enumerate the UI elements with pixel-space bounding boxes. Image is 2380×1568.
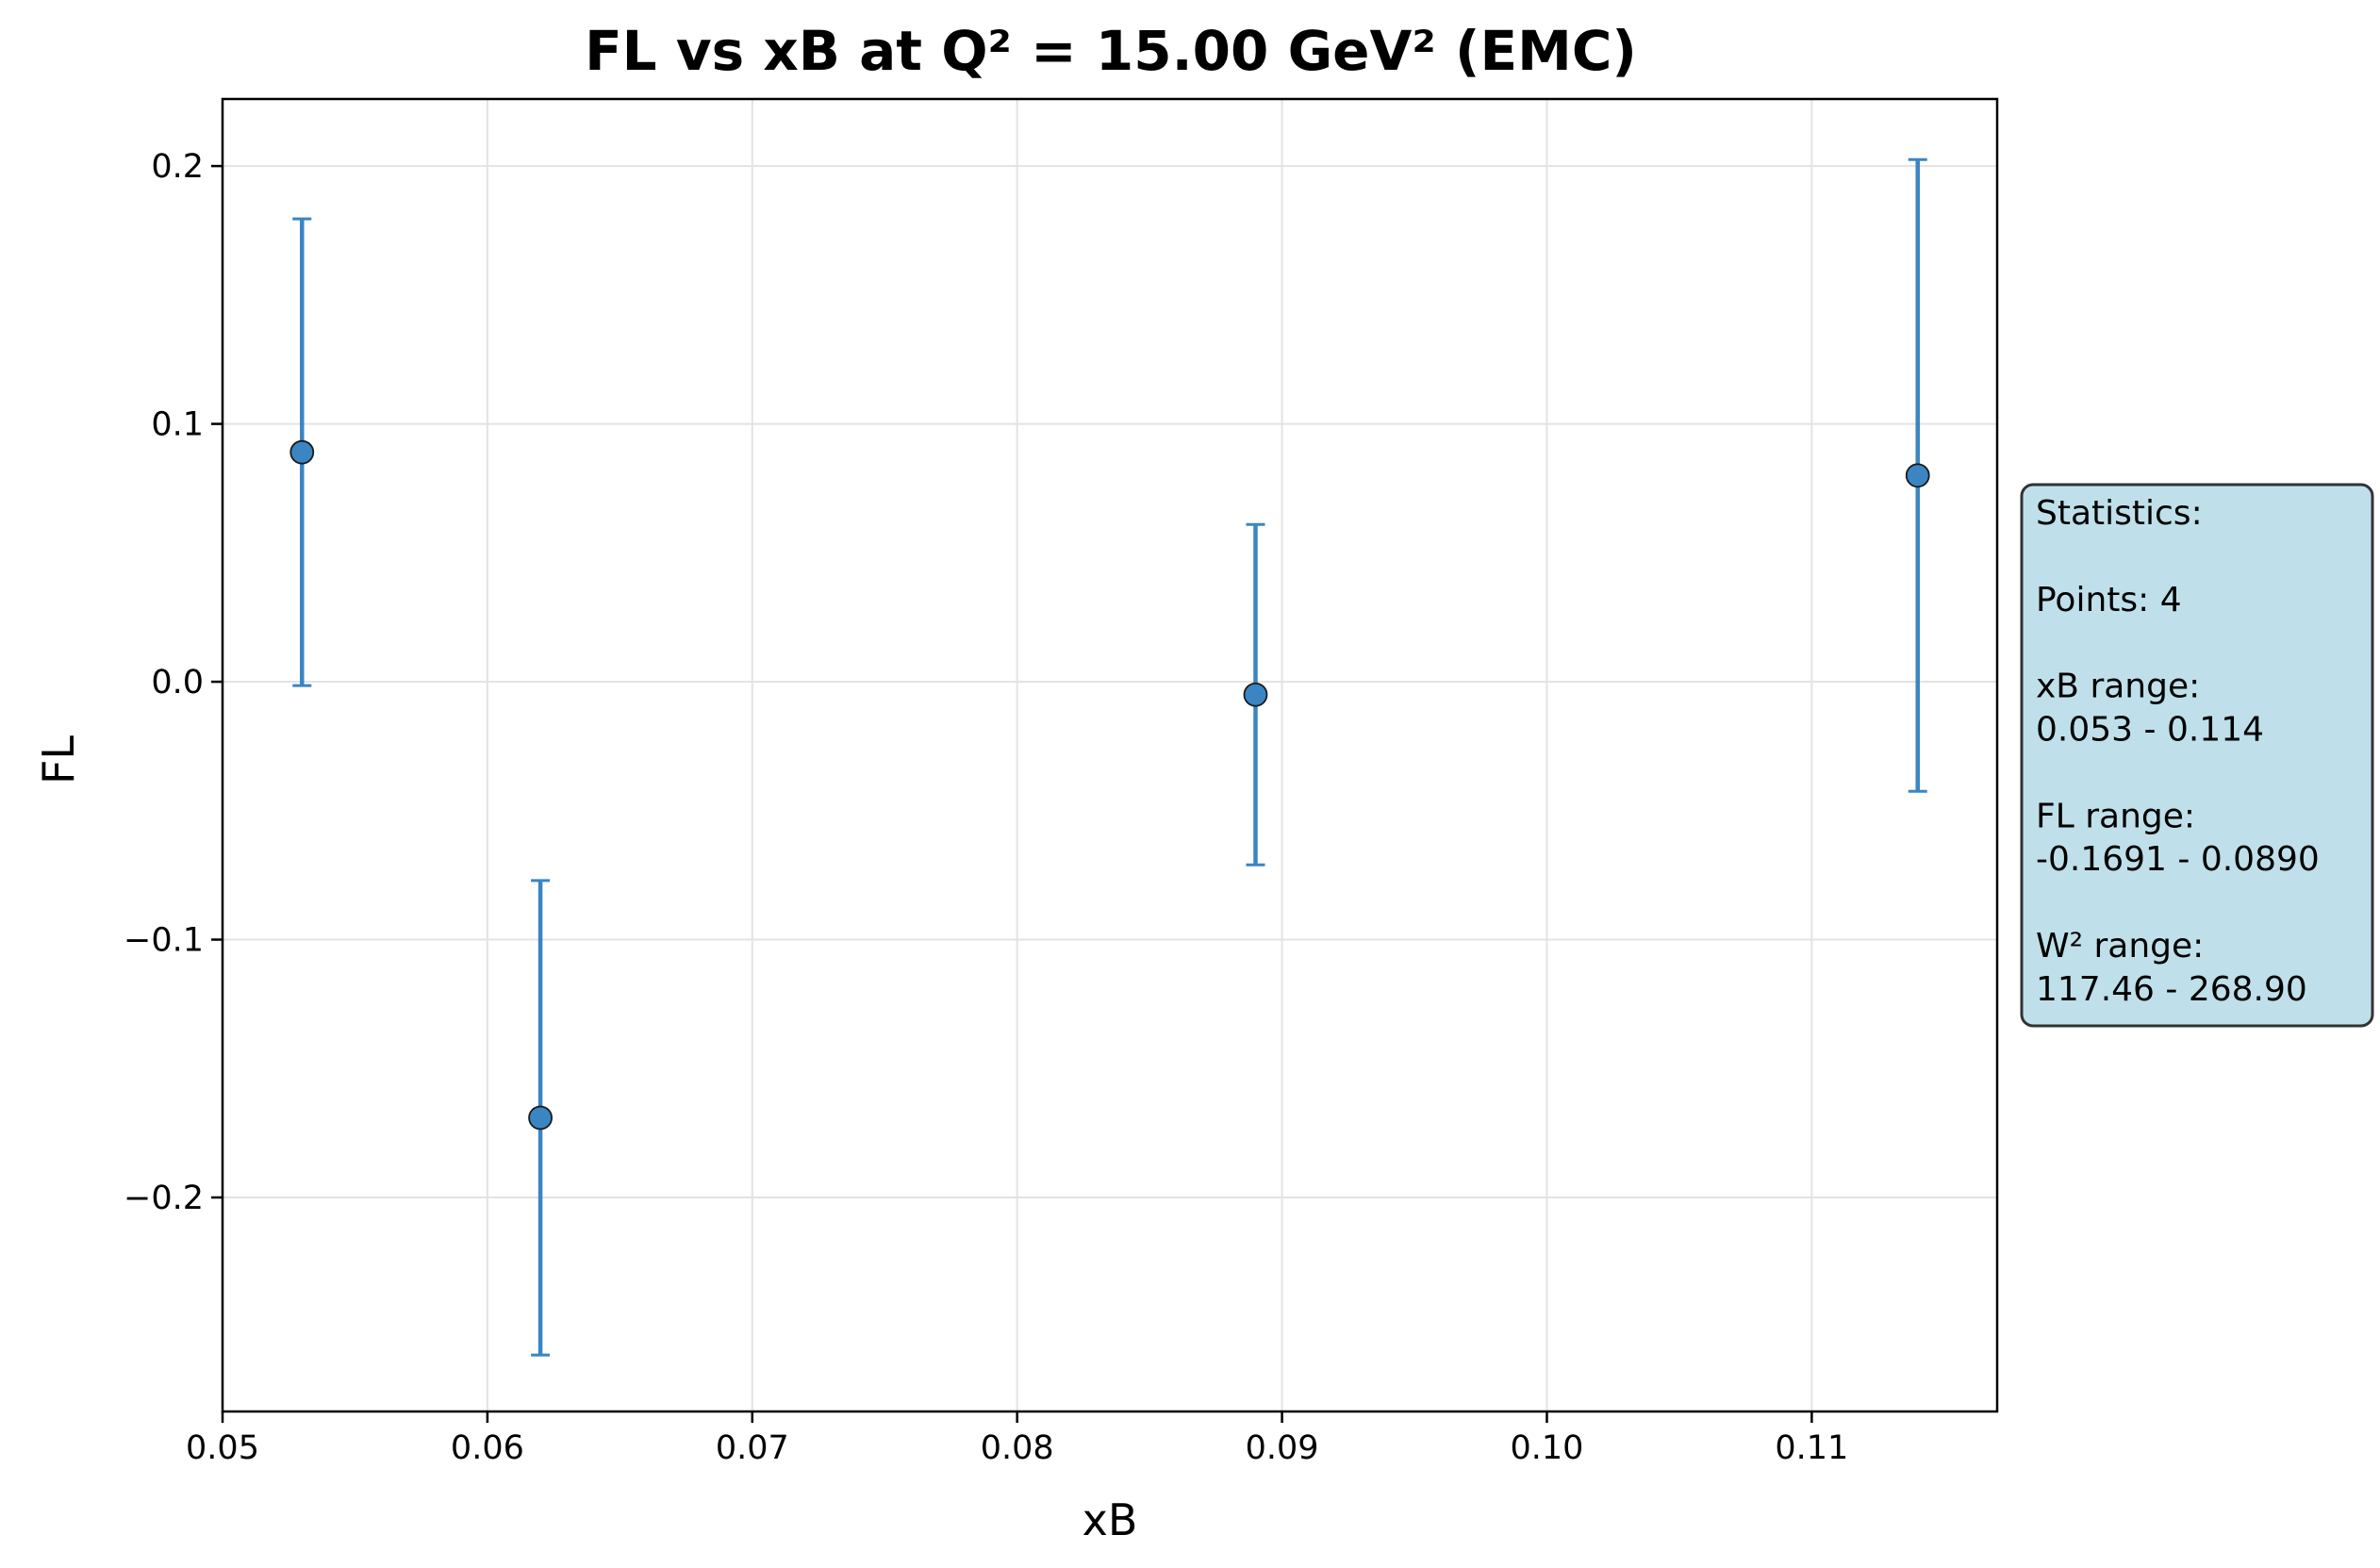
y-axis-label: FL bbox=[33, 735, 84, 784]
stats-line: xB range: bbox=[2036, 668, 2200, 706]
y-tick-label: 0.2 bbox=[151, 148, 204, 186]
plot-frame bbox=[221, 97, 1999, 1413]
data-point bbox=[528, 1105, 553, 1131]
data-point bbox=[1905, 463, 1930, 488]
stats-line: 117.46 - 268.90 bbox=[2036, 970, 2307, 1009]
stats-line: -0.1691 - 0.0890 bbox=[2036, 840, 2320, 879]
stats-line: FL range: bbox=[2036, 797, 2195, 835]
stats-line: Points: 4 bbox=[2036, 581, 2182, 619]
stats-line: 0.053 - 0.114 bbox=[2036, 711, 2264, 750]
x-tick-label: 0.09 bbox=[1246, 1429, 1319, 1467]
y-tick-label: 0.1 bbox=[151, 406, 204, 444]
y-tick-label: −0.1 bbox=[124, 922, 204, 960]
stats-line: Statistics: bbox=[2036, 494, 2203, 533]
stats-box: Statistics: Points: 4 xB range: 0.053 - 0.1… bbox=[2020, 483, 2374, 1028]
x-tick-label: 0.06 bbox=[451, 1429, 524, 1467]
x-tick-label: 0.07 bbox=[716, 1429, 789, 1467]
grid-layer bbox=[222, 99, 1997, 1411]
data-point bbox=[1243, 682, 1268, 707]
x-tick-label: 0.05 bbox=[186, 1429, 259, 1467]
x-tick-label: 0.10 bbox=[1511, 1429, 1584, 1467]
x-tick-label: 0.11 bbox=[1775, 1429, 1848, 1467]
y-tick-label: −0.2 bbox=[124, 1180, 204, 1217]
stats-line: W² range: bbox=[2036, 927, 2204, 966]
stats-box-background bbox=[2020, 483, 2374, 1028]
data-layer bbox=[289, 157, 1930, 1357]
tick-layer: 0.05 0.06 0.07 0.08 0.09 0.10 0.11 −0.2 −0.1 0.0 0… bbox=[124, 148, 1848, 1467]
chart-title: FL vs xB at Q² = 15.00 GeV² (EMC) bbox=[585, 19, 1637, 83]
x-tick-label: 0.08 bbox=[981, 1429, 1054, 1467]
stats-box-text: Statistics: Points: 4 xB range: 0.053 - 0.1… bbox=[2036, 494, 2320, 1009]
data-point bbox=[289, 439, 315, 465]
x-axis-label: xB bbox=[1083, 1494, 1138, 1545]
y-tick-label: 0.0 bbox=[151, 664, 204, 701]
